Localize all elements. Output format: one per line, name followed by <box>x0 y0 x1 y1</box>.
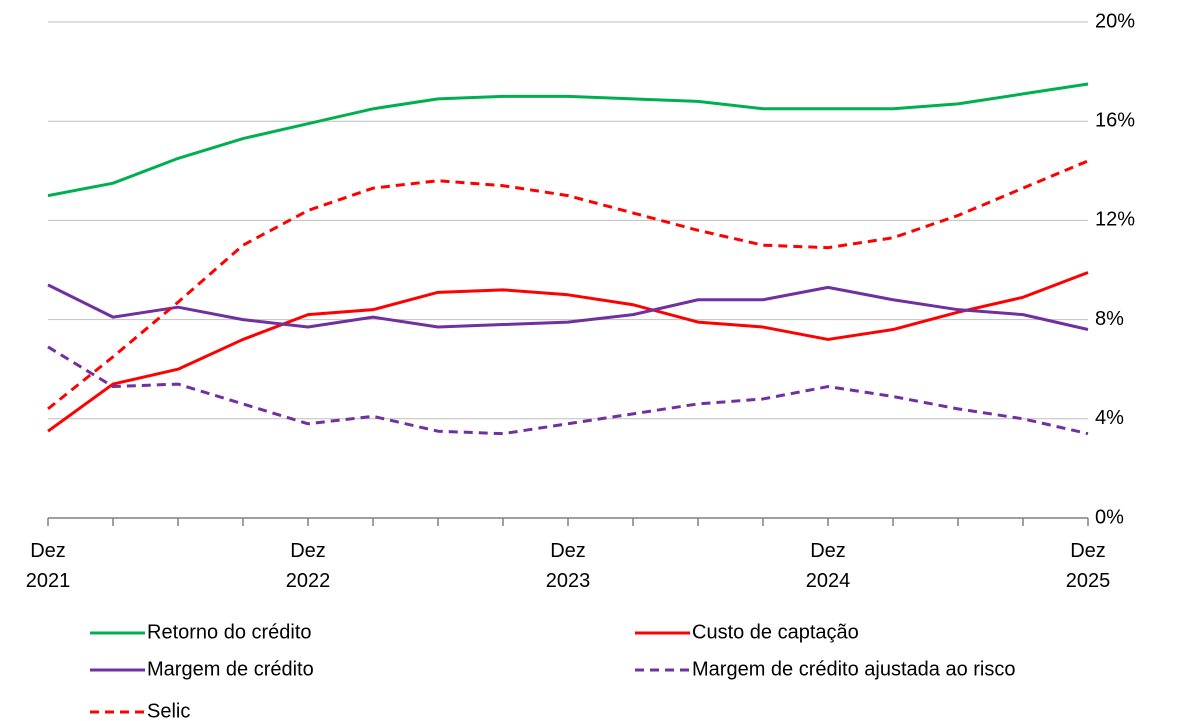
legend-label: Retorno do crédito <box>147 621 312 643</box>
series-line <box>47 271 1089 433</box>
legend-label: Margem de crédito ajustada ao risco <box>692 658 1016 680</box>
y-tick-label: 12% <box>1095 209 1135 231</box>
series-line <box>47 82 1089 198</box>
legend-label: Custo de captação <box>692 621 859 643</box>
x-tick-label: Dez 2025 <box>1065 540 1111 592</box>
x-tick-label: Dez 2023 <box>545 540 591 592</box>
series-line <box>47 345 1089 436</box>
x-tick-label: Dez 2022 <box>285 540 331 592</box>
y-tick-label: 4% <box>1095 407 1124 429</box>
series-line <box>47 283 1089 331</box>
x-tick-label: Dez 2024 <box>805 540 851 592</box>
y-tick-label: 20% <box>1095 10 1135 32</box>
y-tick-label: 0% <box>1095 506 1124 528</box>
series-line <box>47 159 1089 411</box>
y-tick-label: 16% <box>1095 109 1135 131</box>
y-tick-label: 8% <box>1095 308 1124 330</box>
x-tick-label: Dez 2021 <box>25 540 71 592</box>
legend-label: Margem de crédito <box>147 658 314 680</box>
legend-label: Selic <box>147 700 190 721</box>
